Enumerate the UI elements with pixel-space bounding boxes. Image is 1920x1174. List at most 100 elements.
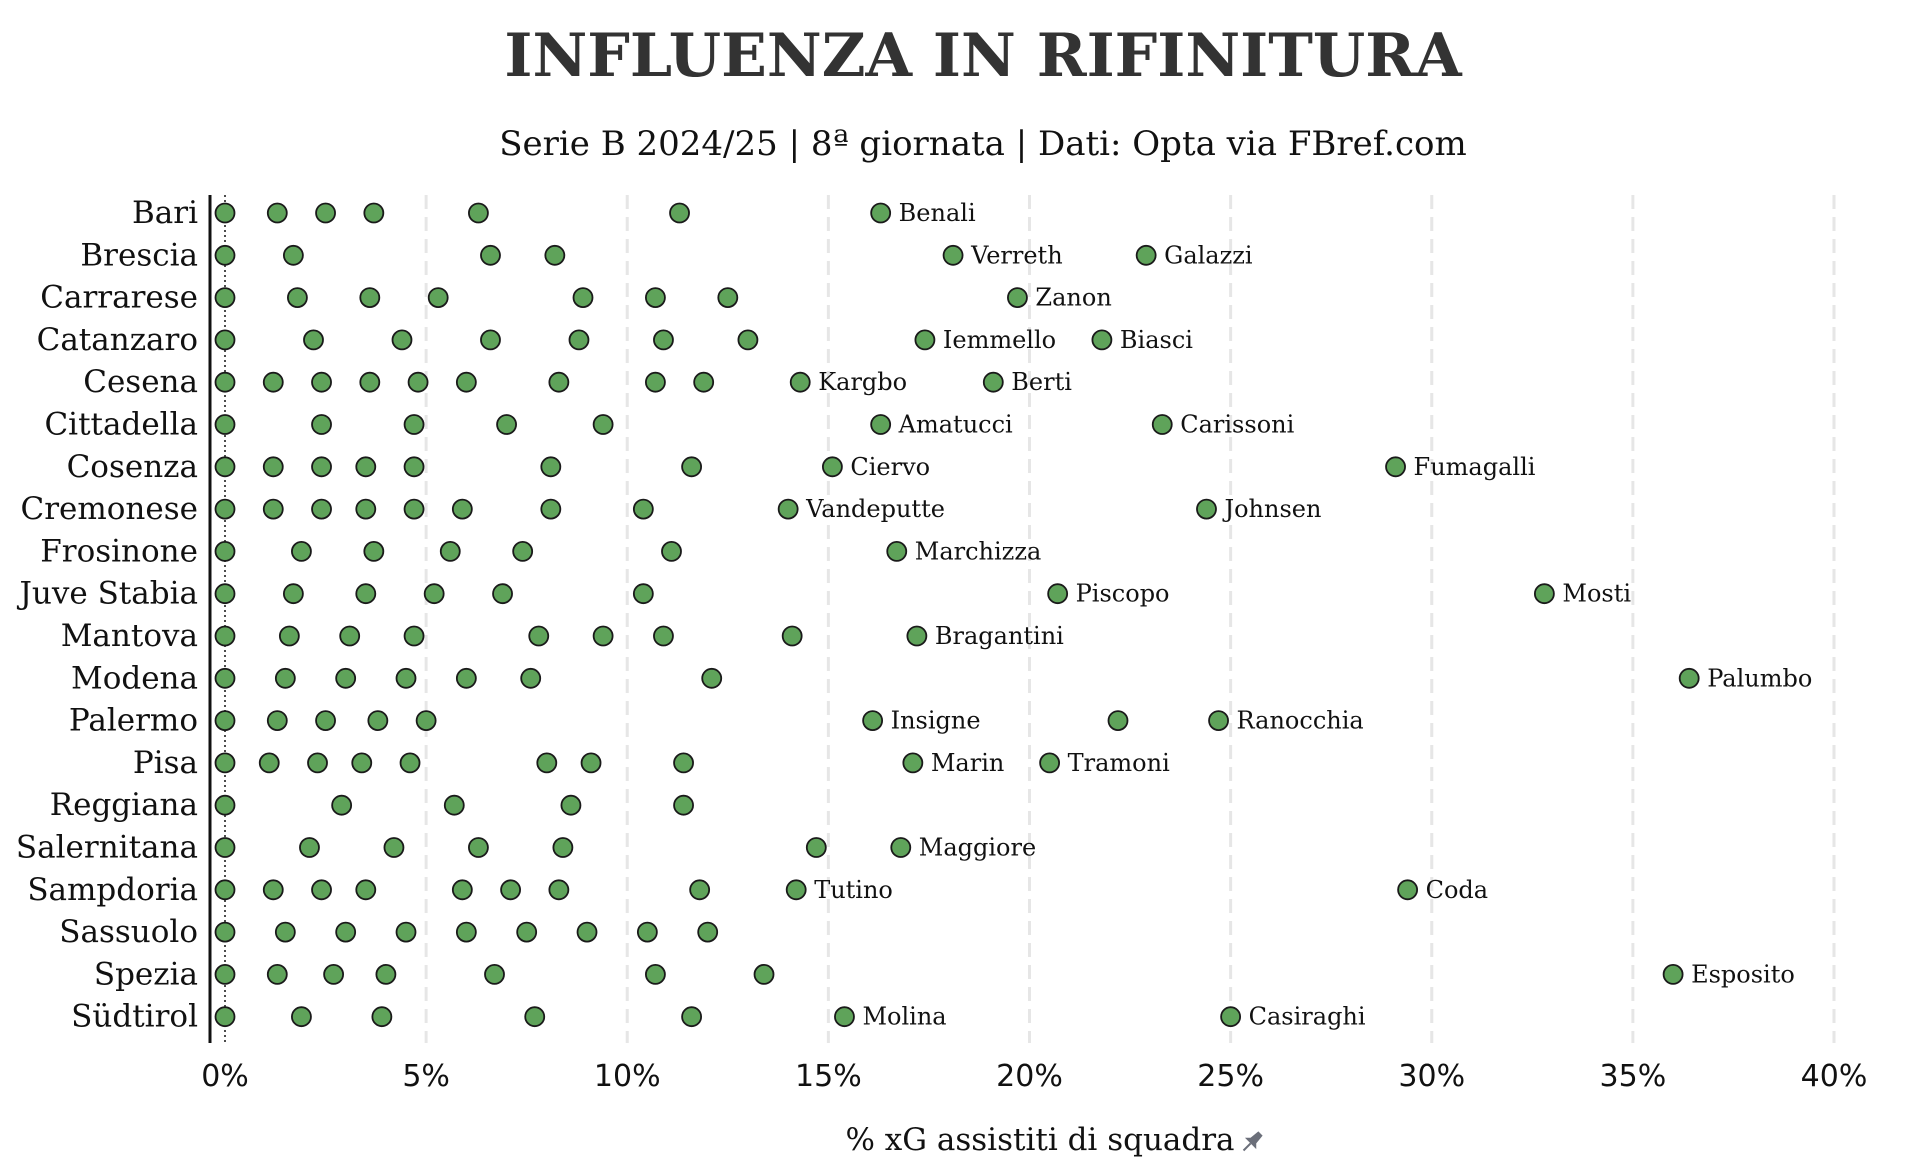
data-point <box>681 1006 703 1028</box>
data-point <box>339 625 361 647</box>
x-tick-label: 30% <box>1398 1059 1465 1094</box>
data-point <box>407 371 429 393</box>
data-point <box>834 1006 855 1028</box>
data-point <box>266 964 288 985</box>
data-point <box>789 371 811 393</box>
data-point <box>214 456 236 478</box>
player-label: Benali <box>899 199 976 227</box>
x-axis-ticks: 0% 5% 10% 15% 20% 25% 30% 35% 40% <box>201 1059 1867 1094</box>
data-point <box>282 244 304 266</box>
data-point <box>737 329 759 351</box>
data-point <box>1208 710 1229 731</box>
team-labels: Bari Brescia Carrarese Catanzaro Cesena Citta… <box>16 195 198 1035</box>
data-point <box>1007 287 1028 309</box>
data-point <box>512 541 534 562</box>
data-point <box>311 456 332 478</box>
team-label: Modena <box>71 660 198 696</box>
data-point <box>214 329 236 351</box>
data-point <box>282 583 304 605</box>
data-point <box>689 879 711 901</box>
data-point <box>214 583 236 605</box>
data-point <box>262 456 284 478</box>
data-point <box>500 879 521 901</box>
data-point <box>258 752 280 774</box>
data-point <box>870 202 892 224</box>
data-point <box>870 414 892 435</box>
team-label: Sampdoria <box>27 872 198 908</box>
data-point <box>355 879 377 901</box>
data-point <box>468 202 489 224</box>
data-point <box>214 921 236 943</box>
data-point <box>540 456 562 478</box>
data-point <box>1678 667 1700 689</box>
chart-title: INFLUENZA IN RIFINITURA <box>504 21 1463 91</box>
data-point <box>805 837 827 858</box>
team-label: Cosenza <box>67 449 198 485</box>
data-point <box>576 921 598 943</box>
data-point <box>335 921 357 943</box>
data-point <box>568 329 590 351</box>
data-point <box>311 498 332 520</box>
data-point <box>886 541 908 562</box>
data-point <box>214 498 236 520</box>
data-point <box>1385 456 1406 478</box>
data-point <box>359 371 381 393</box>
x-tick-label: 15% <box>795 1059 862 1094</box>
player-label: Molina <box>862 1003 946 1031</box>
data-point <box>291 541 312 562</box>
team-label: Frosinone <box>40 533 198 569</box>
data-point <box>399 752 421 774</box>
data-point <box>403 456 425 478</box>
player-label: Iemmello <box>943 326 1056 354</box>
data-point <box>484 964 505 985</box>
data-point <box>214 287 236 309</box>
data-point <box>544 244 566 266</box>
team-label: Cremonese <box>20 491 198 527</box>
data-point <box>480 329 501 351</box>
data-point <box>645 371 666 393</box>
player-label: Palumbo <box>1707 664 1812 692</box>
data-point <box>214 752 236 774</box>
data-point <box>331 794 353 816</box>
data-point <box>661 541 682 562</box>
data-point <box>777 498 799 520</box>
data-point <box>592 625 614 647</box>
data-point <box>315 710 336 731</box>
data-point <box>351 752 373 774</box>
data-point <box>673 752 694 774</box>
data-point <box>455 371 477 393</box>
data-point <box>451 498 473 520</box>
team-label: Carrarese <box>40 280 198 316</box>
data-point <box>636 921 658 943</box>
data-point <box>262 879 284 901</box>
data-point <box>266 202 288 224</box>
data-point <box>781 625 803 647</box>
data-point <box>902 752 924 774</box>
team-label: Spezia <box>94 956 198 992</box>
data-point <box>862 710 884 731</box>
data-point <box>906 625 928 647</box>
data-point <box>516 921 538 943</box>
player-label: Maggiore <box>919 834 1036 862</box>
data-point <box>403 625 425 647</box>
data-point <box>355 498 377 520</box>
team-label: Brescia <box>80 237 198 273</box>
data-point <box>395 921 417 943</box>
pin-icon <box>1242 1131 1263 1152</box>
data-point <box>480 244 501 266</box>
data-point <box>323 964 345 985</box>
data-point <box>552 837 574 858</box>
player-label: Ciervo <box>850 453 930 481</box>
team-label: Pisa <box>133 745 198 781</box>
data-point <box>697 921 719 943</box>
team-label: Bari <box>132 195 198 231</box>
player-label: Kargbo <box>818 368 907 396</box>
data-point <box>307 752 328 774</box>
data-point <box>548 879 570 901</box>
data-point <box>1662 964 1684 985</box>
x-tick-label: 5% <box>402 1059 450 1094</box>
data-point <box>468 837 489 858</box>
player-label: Vandeputte <box>805 495 945 523</box>
data-point <box>1047 583 1069 605</box>
